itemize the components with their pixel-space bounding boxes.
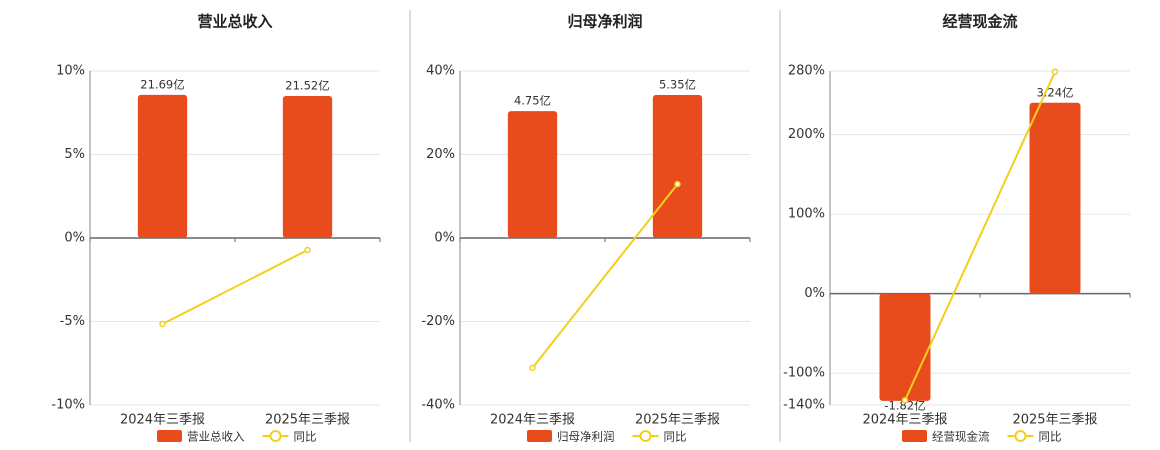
legend-label: 同比 <box>664 430 687 444</box>
y-tick-label: -5% <box>60 314 85 329</box>
y-tick-label: -10% <box>51 398 85 413</box>
line-point <box>674 180 681 188</box>
legend-marker <box>639 430 652 442</box>
value-label: -1.82亿 <box>884 398 925 412</box>
legend-label: 归母净利润 <box>557 430 615 444</box>
y-tick-label: 200% <box>788 127 825 142</box>
x-tick-label: 2025年三季报 <box>265 413 350 428</box>
y-tick-label: 5% <box>64 147 85 162</box>
legend-marker <box>269 430 282 442</box>
chart-title: 营业总收入 <box>197 13 272 31</box>
legend-swatch <box>157 430 182 442</box>
x-tick-label: 2025年三季报 <box>1012 413 1097 428</box>
y-tick-label: -140% <box>783 398 825 413</box>
y-tick-label: 0% <box>804 286 825 301</box>
bar <box>282 95 333 238</box>
y-tick-label: 20% <box>426 147 455 162</box>
value-label: 3.24亿 <box>1036 85 1073 99</box>
bar <box>137 94 188 238</box>
value-label: 21.69亿 <box>140 77 184 91</box>
value-label: 4.75亿 <box>514 94 551 108</box>
legend-swatch <box>527 430 552 442</box>
y-tick-label: 100% <box>788 207 825 222</box>
value-label: 21.52亿 <box>285 78 329 92</box>
line-point <box>159 320 166 328</box>
line-point <box>1051 68 1059 76</box>
y-tick-label: 10% <box>56 64 85 79</box>
y-tick-label: 0% <box>64 231 85 246</box>
bar <box>652 95 703 238</box>
legend-marker <box>1014 430 1027 442</box>
legend-label: 同比 <box>1039 430 1062 444</box>
y-tick-label: -20% <box>421 314 455 329</box>
line-point <box>901 396 909 404</box>
y-tick-label: 0% <box>434 231 455 246</box>
legend-swatch <box>902 430 927 442</box>
legend-label: 经营现金流 <box>932 430 990 444</box>
x-tick-label: 2024年三季报 <box>120 413 205 428</box>
chart-title: 经营现金流 <box>942 13 1017 31</box>
y-tick-label: 40% <box>426 64 455 79</box>
x-tick-label: 2024年三季报 <box>490 413 575 428</box>
x-tick-label: 2025年三季报 <box>635 413 720 428</box>
x-tick-label: 2024年三季报 <box>862 413 947 428</box>
value-label: 5.35亿 <box>659 78 696 92</box>
bar <box>507 111 558 238</box>
line-point <box>304 246 311 254</box>
chart-title: 归母净利润 <box>567 13 642 31</box>
line-point <box>529 364 536 372</box>
bar <box>1029 102 1081 294</box>
legend-label: 营业总收入 <box>187 430 245 444</box>
y-tick-label: 280% <box>788 64 825 79</box>
line <box>904 71 1056 401</box>
bar <box>879 293 931 401</box>
y-tick-label: -40% <box>421 398 455 413</box>
line <box>162 249 308 325</box>
line <box>531 183 679 369</box>
y-tick-label: -100% <box>783 366 825 381</box>
legend-label: 同比 <box>294 430 317 444</box>
